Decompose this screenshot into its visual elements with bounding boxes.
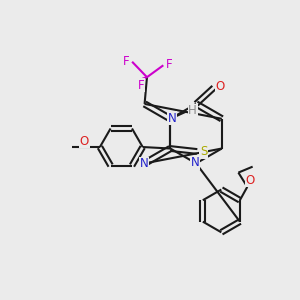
- Text: N: N: [191, 156, 200, 169]
- Text: O: O: [246, 174, 255, 187]
- Text: N: N: [167, 112, 176, 125]
- Text: F: F: [138, 79, 144, 92]
- Text: F: F: [166, 58, 172, 71]
- Text: O: O: [80, 135, 89, 148]
- Text: F: F: [123, 55, 130, 68]
- Text: S: S: [200, 145, 207, 158]
- Text: N: N: [140, 158, 148, 170]
- Text: H: H: [188, 104, 197, 117]
- Text: O: O: [216, 80, 225, 94]
